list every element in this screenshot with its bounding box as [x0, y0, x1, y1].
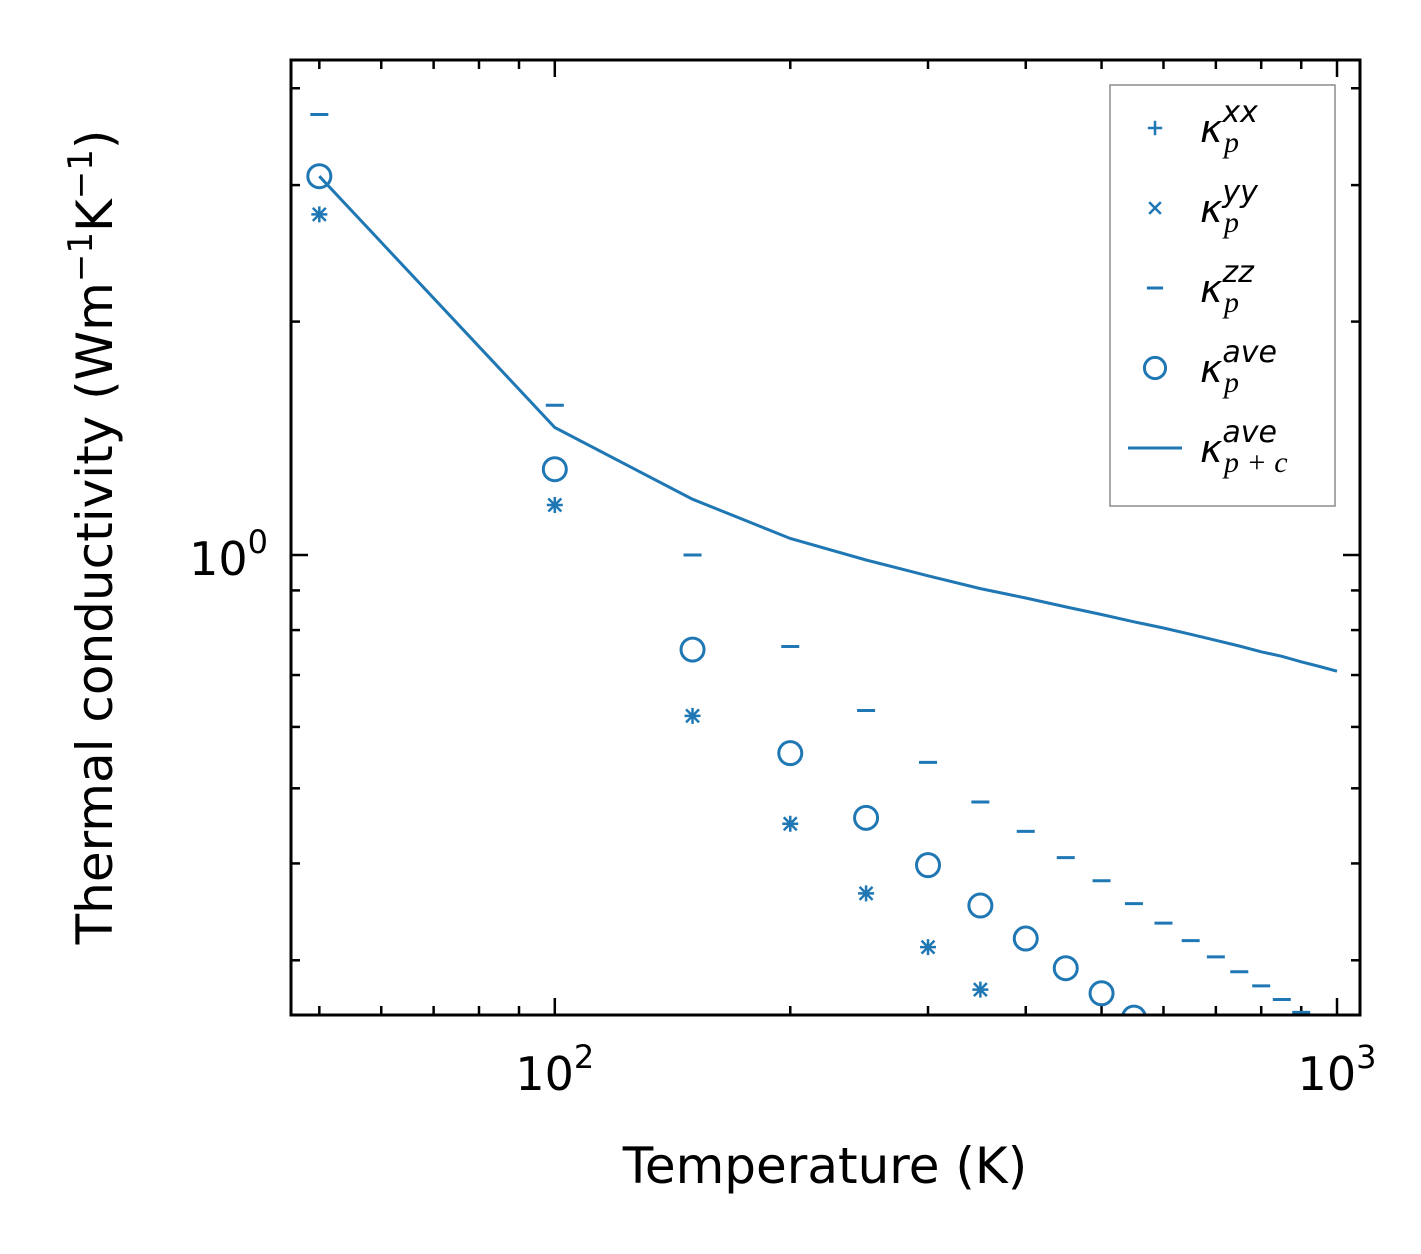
y-axis-label-sup1: −1	[61, 232, 101, 282]
data-point-circle	[306, 163, 333, 190]
data-point-plus	[1253, 1190, 1269, 1206]
data-point-circle	[1121, 1004, 1147, 1015]
data-point-circle	[541, 456, 568, 483]
data-point-x	[1184, 1141, 1197, 1154]
data-point-x	[972, 982, 988, 997]
data-point-x	[311, 207, 327, 222]
data-point-plus	[1058, 1048, 1074, 1064]
plot-frame	[289, 58, 1362, 1017]
data-point-x	[1127, 1101, 1140, 1114]
x-tick-label: 103	[1298, 1038, 1377, 1101]
x-tick-label: 102	[515, 1038, 594, 1101]
data-point-plus	[1293, 1219, 1309, 1235]
data-point-circle	[1052, 955, 1079, 982]
y-axis-label-end: )	[66, 130, 124, 150]
data-point-plus	[1208, 1160, 1224, 1176]
data-point-plus	[1231, 1175, 1247, 1191]
data-point-x	[920, 939, 936, 955]
legend-label: κave	[1200, 415, 1277, 471]
y-axis-label-sup2: −1	[61, 149, 101, 199]
legend-marker-circle	[1142, 355, 1168, 381]
data-point-circle	[1152, 1027, 1175, 1050]
data-point-x	[1313, 1233, 1326, 1246]
data-point-x	[1295, 1220, 1308, 1233]
legend-label: κyy	[1200, 175, 1259, 231]
legend-subscript: p	[1222, 126, 1239, 159]
data-point-plus	[1274, 1206, 1290, 1222]
legend-label: κave	[1200, 335, 1277, 391]
data-point-x	[1255, 1192, 1268, 1205]
data-point-circle	[853, 804, 880, 831]
data-point-circle	[1204, 1063, 1227, 1086]
data-point-x	[1157, 1122, 1170, 1135]
data-point-circle	[915, 852, 942, 879]
y-axis-label-base: Thermal conductivity (Wm	[66, 282, 124, 945]
series-circle	[306, 163, 1349, 1169]
legend-subscript: p	[1222, 206, 1239, 239]
legend-subscript: p	[1222, 286, 1239, 319]
y-axis-label-mid: K	[66, 198, 124, 232]
data-point-x	[1095, 1077, 1108, 1090]
data-point-x	[1209, 1161, 1222, 1174]
legend-label: κzz	[1200, 255, 1255, 311]
data-point-x	[858, 885, 874, 901]
data-point-circle	[1228, 1080, 1251, 1103]
series-line	[318, 175, 1338, 673]
tick-labels: 102 103 100	[189, 523, 1376, 1101]
data-point-circle	[1326, 1146, 1349, 1169]
data-point-x	[782, 816, 798, 832]
data-point-x	[1059, 1049, 1072, 1062]
data-point-x	[685, 708, 700, 724]
data-point-circle	[967, 892, 994, 919]
legend-subscript: p	[1222, 366, 1239, 399]
series-line	[318, 175, 1338, 673]
series-hline	[310, 112, 1311, 1014]
data-point-plus	[1094, 1076, 1110, 1092]
y-tick-label: 100	[189, 523, 268, 586]
series-x	[311, 207, 1344, 1254]
y-axis-label: Thermal conductivity (Wm−1K−1)	[61, 130, 124, 946]
data-point-circle	[1012, 925, 1039, 952]
legend-subscript: p + c	[1222, 446, 1288, 479]
data-point-plus	[1155, 1121, 1171, 1137]
data-point-x	[1233, 1176, 1246, 1189]
legend-marker-plus	[1147, 120, 1163, 136]
legend-marker-x	[1148, 201, 1162, 215]
data-point-x	[1331, 1246, 1344, 1254]
data-point-plus	[1126, 1099, 1142, 1115]
data-point-circle	[777, 740, 804, 767]
major-ticks	[291, 60, 1360, 1015]
data-point-x	[1275, 1208, 1288, 1221]
data-point-circle	[1088, 980, 1115, 1007]
legend-label: κxx	[1200, 95, 1258, 151]
data-point-plus	[1312, 1231, 1328, 1247]
plot-content	[306, 112, 1349, 1254]
data-point-x	[1019, 1018, 1032, 1031]
data-point-circle	[1270, 1108, 1293, 1131]
data-point-circle	[679, 636, 706, 663]
data-point-circle	[1250, 1094, 1273, 1117]
legend-box	[1109, 84, 1336, 507]
data-point-plus	[1183, 1140, 1199, 1156]
data-point-circle	[1290, 1123, 1313, 1146]
data-point-plus	[1329, 1244, 1345, 1254]
data-point-circle	[1308, 1134, 1331, 1157]
x-axis-label: Temperature (K)	[622, 1137, 1027, 1195]
data-point-x	[547, 497, 563, 513]
data-point-plus	[1018, 1016, 1034, 1032]
data-point-circle	[1179, 1046, 1202, 1069]
